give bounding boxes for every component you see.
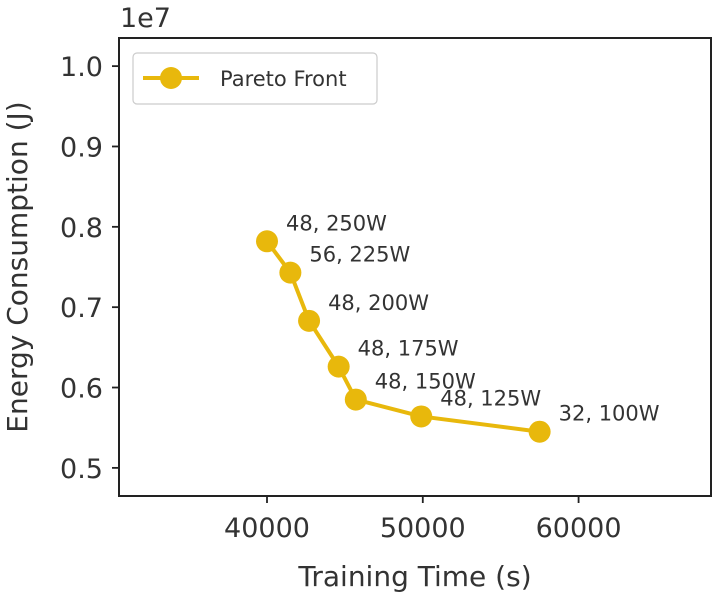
legend: Pareto Front — [132, 52, 378, 105]
y-tick-label: 0.6 — [60, 374, 103, 405]
series-layer: 48, 250W 56, 225W 48, 200W 48, 175W 48, 150W… — [256, 211, 660, 443]
data-point-label: 56, 225W — [309, 243, 410, 267]
data-point-label: 48, 250W — [286, 211, 387, 235]
y-axis-label: Energy Consumption (J) — [1, 101, 34, 432]
plot-frame — [118, 37, 712, 497]
y-tick-label: 0.7 — [60, 293, 103, 324]
data-point-label: 48, 125W — [440, 386, 541, 410]
legend-box — [132, 52, 378, 105]
y-offset-label: 1e7 — [120, 3, 171, 34]
y-tick-label: 0.9 — [60, 132, 103, 163]
data-point — [410, 405, 433, 428]
y-axis: 0.5 0.6 0.7 0.8 0.9 1.0 — [60, 52, 119, 485]
data-point — [298, 309, 321, 332]
data-point — [327, 355, 350, 378]
data-point — [279, 261, 302, 284]
y-tick-label: 1.0 — [60, 52, 103, 83]
x-tick-label: 50000 — [380, 513, 466, 544]
data-point-label: 48, 175W — [358, 337, 459, 361]
data-point-label: 32, 100W — [559, 402, 660, 426]
legend-marker-swatch — [160, 67, 182, 89]
data-point — [528, 420, 551, 443]
legend-label: Pareto Front — [220, 67, 347, 91]
y-tick-label: 0.8 — [60, 213, 103, 244]
data-point — [344, 388, 367, 411]
x-tick-label: 40000 — [224, 513, 310, 544]
x-axis: 40000 50000 60000 — [224, 496, 622, 544]
data-point-label: 48, 200W — [328, 291, 429, 315]
data-point-label: 48, 150W — [375, 370, 476, 394]
y-tick-label: 0.5 — [60, 454, 103, 485]
x-axis-label: Training Time (s) — [297, 560, 531, 593]
x-tick-label: 60000 — [536, 513, 622, 544]
data-point — [256, 230, 278, 253]
